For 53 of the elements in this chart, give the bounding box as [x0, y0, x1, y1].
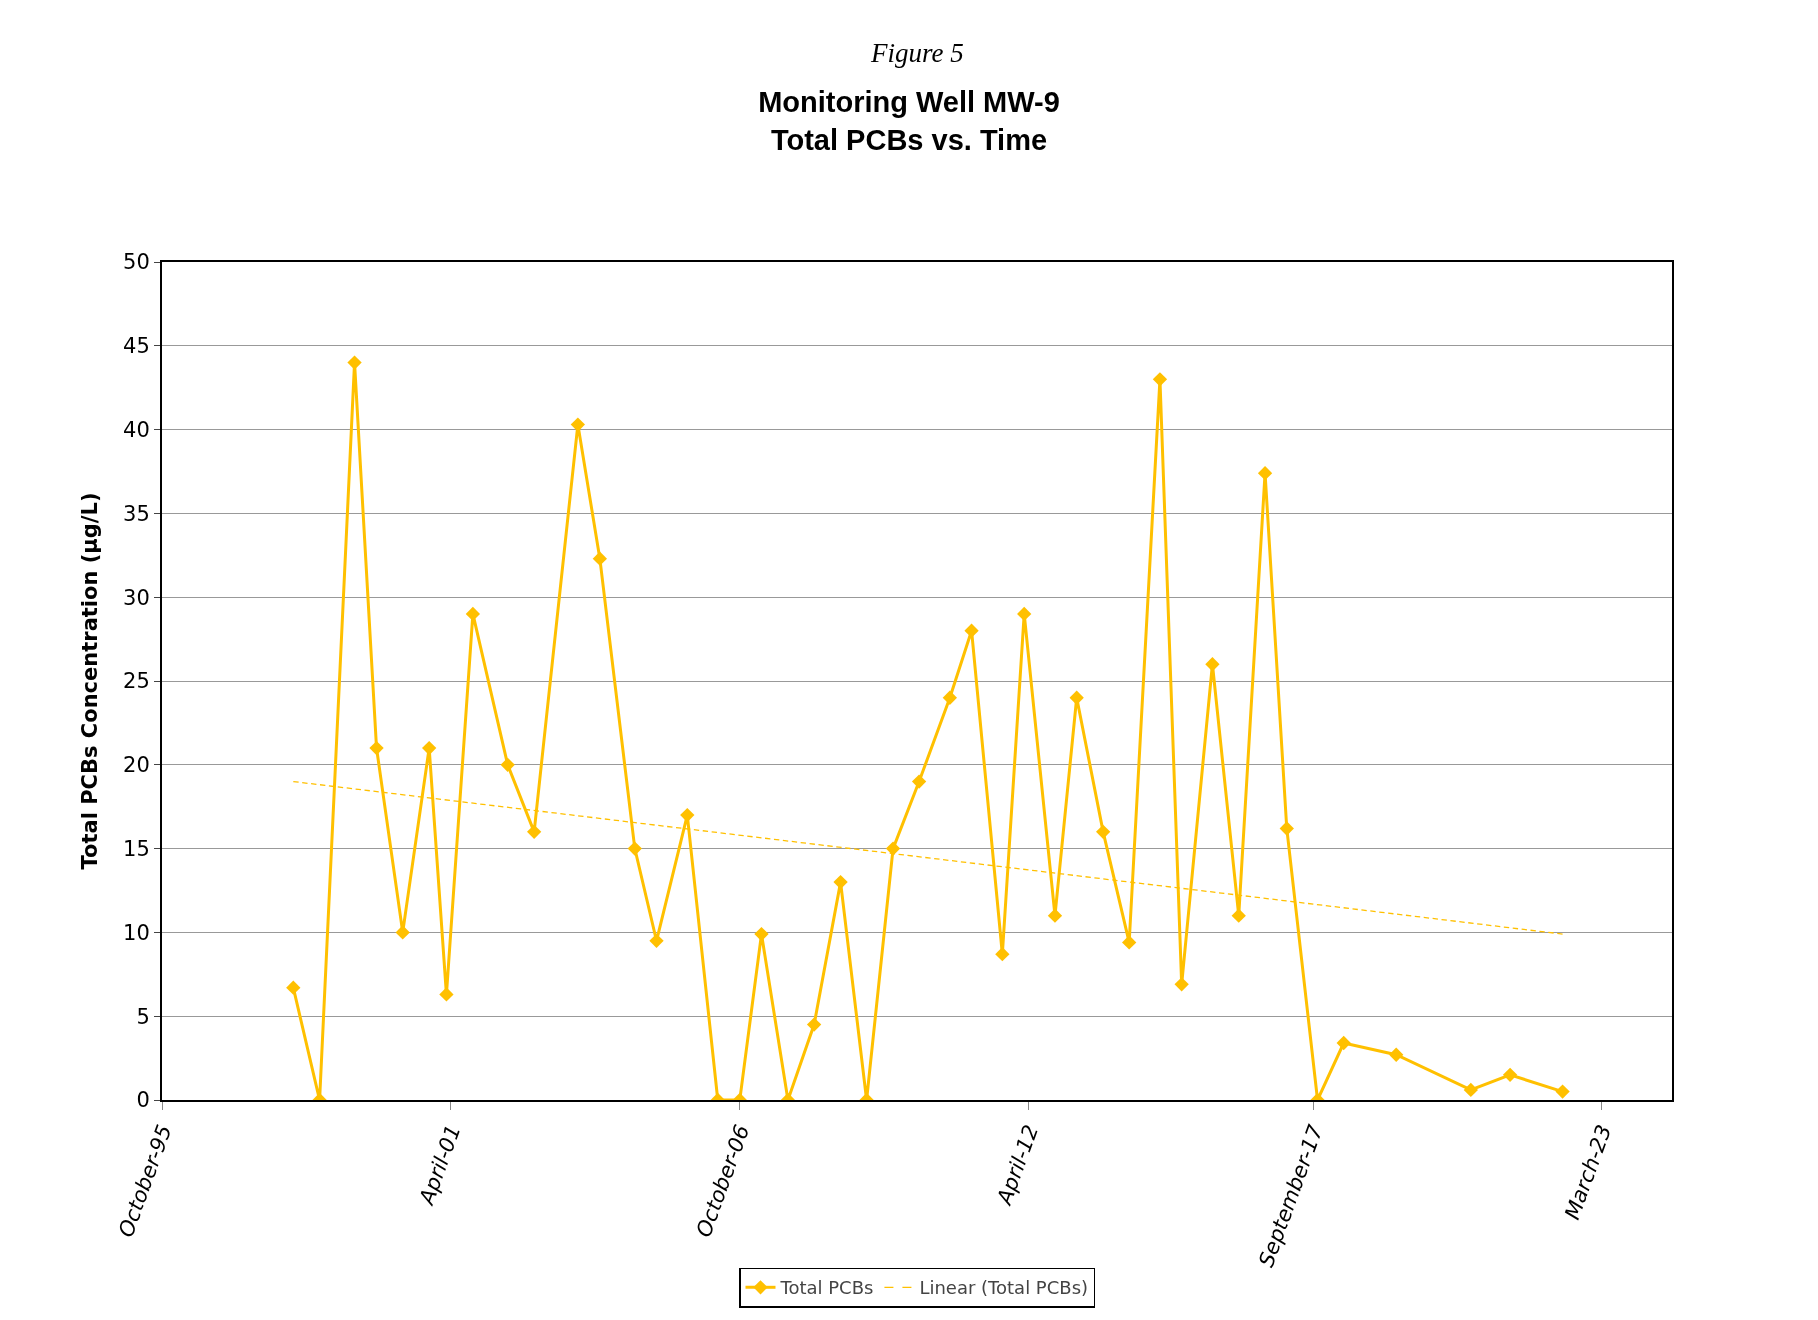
point [1463, 1082, 1478, 1098]
point [286, 980, 301, 995]
y-tick-label: 15 [123, 836, 150, 861]
point [1174, 977, 1189, 992]
point [570, 417, 586, 432]
point [1555, 1084, 1570, 1099]
point [680, 807, 695, 823]
y-tick-label: 45 [123, 334, 150, 359]
point [347, 355, 362, 370]
point [1047, 908, 1063, 923]
chart-title: Monitoring Well MW-9 Total PCBs vs. Time [758, 86, 1060, 156]
point [1095, 824, 1111, 839]
point [754, 926, 769, 942]
point [627, 841, 642, 856]
y-tick-label: 30 [123, 585, 150, 610]
y-tick-label: 0 [136, 1088, 150, 1113]
point [1122, 935, 1137, 950]
point [500, 757, 515, 772]
point [1502, 1067, 1518, 1083]
point [995, 947, 1010, 962]
point [395, 925, 410, 940]
point [833, 874, 848, 890]
y-tick-label: 50 [123, 250, 150, 275]
point [439, 987, 454, 1002]
point [1336, 1035, 1351, 1051]
point [1205, 657, 1220, 672]
y-axis-title: Total PCBs Concentration (µg/L) [77, 492, 102, 870]
point [885, 841, 901, 856]
y-tick-label: 5 [136, 1004, 150, 1029]
point [1279, 821, 1294, 836]
point [806, 1017, 822, 1032]
point [1257, 466, 1273, 481]
point [526, 824, 542, 839]
y-tick-label: 25 [123, 669, 150, 694]
point [911, 774, 927, 789]
legend-label: Total PCBs [779, 1277, 874, 1299]
point [422, 740, 437, 756]
point [592, 551, 608, 566]
point [1389, 1047, 1404, 1062]
point [369, 740, 384, 756]
point [942, 690, 958, 705]
y-tick-label: 35 [123, 501, 150, 526]
y-tick-label: 10 [123, 920, 150, 945]
point [1231, 908, 1246, 923]
legend-label: Linear (Total PCBs) [919, 1277, 1089, 1299]
point [1152, 372, 1168, 387]
point [1017, 606, 1032, 622]
point [1069, 690, 1084, 705]
y-tick-label: 40 [123, 417, 150, 442]
point [649, 933, 664, 948]
caption: Figure 5 [870, 38, 964, 68]
point [964, 623, 979, 638]
y-tick-label: 20 [123, 753, 150, 778]
